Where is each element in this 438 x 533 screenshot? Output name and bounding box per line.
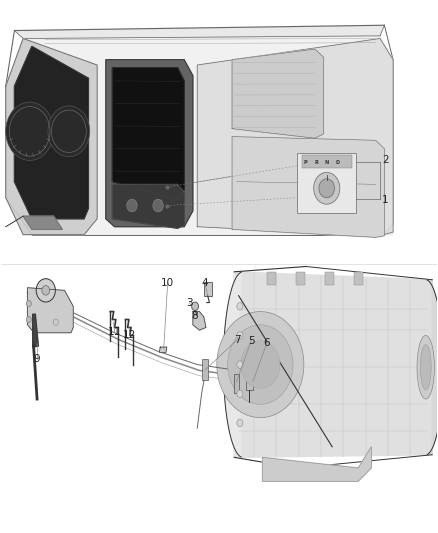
Bar <box>296 272 304 285</box>
Polygon shape <box>14 46 88 219</box>
Text: R: R <box>314 159 318 165</box>
Text: N: N <box>325 159 329 165</box>
Circle shape <box>36 279 55 302</box>
Ellipse shape <box>420 345 431 390</box>
Polygon shape <box>23 216 62 229</box>
Text: 12: 12 <box>123 330 136 341</box>
Text: P: P <box>304 159 307 165</box>
Circle shape <box>237 419 243 426</box>
Polygon shape <box>106 60 193 227</box>
Bar <box>267 272 276 285</box>
Circle shape <box>237 361 243 368</box>
Ellipse shape <box>417 335 434 399</box>
Circle shape <box>237 332 243 339</box>
Polygon shape <box>6 38 97 235</box>
Polygon shape <box>113 68 184 200</box>
Bar <box>246 374 253 390</box>
Bar <box>302 155 352 168</box>
Circle shape <box>53 319 58 325</box>
Polygon shape <box>427 280 438 455</box>
Bar <box>202 359 208 381</box>
Text: 6: 6 <box>264 338 270 348</box>
Circle shape <box>228 325 293 405</box>
Text: 1: 1 <box>382 195 389 205</box>
Polygon shape <box>232 136 385 237</box>
Circle shape <box>319 179 335 198</box>
Text: 8: 8 <box>191 311 198 321</box>
Circle shape <box>241 341 280 389</box>
Polygon shape <box>113 184 184 228</box>
Circle shape <box>127 199 137 212</box>
Text: 2: 2 <box>382 156 389 165</box>
Polygon shape <box>197 38 393 236</box>
Circle shape <box>6 102 53 160</box>
Text: 7: 7 <box>234 335 240 345</box>
Circle shape <box>26 317 32 322</box>
Bar <box>297 152 356 214</box>
Circle shape <box>314 172 340 204</box>
Circle shape <box>191 302 198 311</box>
Text: 5: 5 <box>248 336 254 346</box>
Text: 4: 4 <box>202 278 208 288</box>
Polygon shape <box>33 314 39 347</box>
Bar <box>325 272 334 285</box>
Circle shape <box>237 303 243 310</box>
Polygon shape <box>159 347 167 352</box>
Bar <box>234 374 239 393</box>
Polygon shape <box>193 312 206 330</box>
Circle shape <box>42 286 49 295</box>
Text: 3: 3 <box>186 297 193 308</box>
Polygon shape <box>28 288 73 333</box>
Circle shape <box>217 312 304 418</box>
Polygon shape <box>14 25 385 38</box>
Text: 10: 10 <box>161 278 174 288</box>
Polygon shape <box>6 36 393 235</box>
Circle shape <box>237 390 243 398</box>
Text: D: D <box>336 159 340 165</box>
Polygon shape <box>223 272 241 457</box>
Text: 11: 11 <box>108 327 121 337</box>
Circle shape <box>26 301 32 307</box>
Polygon shape <box>234 272 432 457</box>
Circle shape <box>48 106 90 157</box>
Text: 9: 9 <box>34 354 40 364</box>
Bar <box>354 272 363 285</box>
Bar <box>204 282 212 296</box>
Circle shape <box>153 199 163 212</box>
Polygon shape <box>262 447 371 481</box>
Polygon shape <box>232 49 323 138</box>
